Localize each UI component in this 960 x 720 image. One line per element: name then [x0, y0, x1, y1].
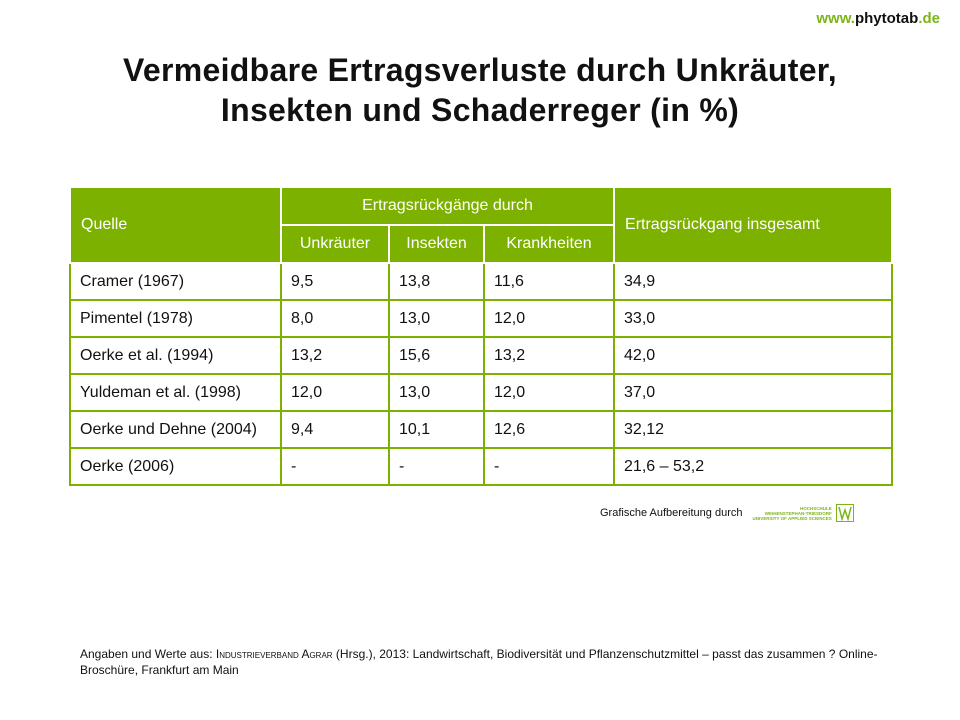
cell-total: 21,6 – 53,2: [613, 447, 894, 486]
cell-weeds: 9,5: [280, 262, 390, 301]
cell-diseases: 12,0: [482, 373, 616, 412]
cell-insects: 10,1: [388, 410, 485, 449]
cell-total: 37,0: [613, 373, 894, 412]
title-line-2: Insekten und Schaderreger (in %): [220, 92, 740, 128]
cell-diseases: -: [482, 447, 616, 486]
credit-text: Grafische Aufbereitung durch: [600, 507, 743, 519]
cell-source: Cramer (1967): [69, 262, 282, 301]
cell-source: Yuldeman et al. (1998): [69, 373, 282, 412]
cell-source: Oerke (2006): [69, 447, 282, 486]
site-url-name: phytotab: [854, 10, 919, 27]
cell-diseases: 11,6: [482, 262, 616, 301]
cell-weeds: 13,2: [280, 336, 390, 375]
header-insects: Insekten: [388, 224, 485, 264]
header-weeds: Unkräuter: [280, 224, 390, 264]
title-line-1: Vermeidbare Ertragsverluste durch Unkräu…: [123, 52, 837, 88]
footnote-prefix: Angaben und Werte aus:: [80, 647, 216, 661]
source-footnote: Angaben und Werte aus: Industrieverband …: [80, 646, 900, 678]
site-url-suffix: .de: [918, 10, 940, 27]
cell-weeds: 12,0: [280, 373, 390, 412]
cell-total: 33,0: [613, 299, 894, 338]
university-logo: HOCHSCHULE WEIHENSTEPHAN-TRIESDORF UNIVE…: [752, 504, 854, 522]
header-source: Quelle: [69, 186, 282, 264]
logo-line-2: WEIHENSTEPHAN-TRIESDORF: [764, 510, 832, 516]
header-total: Ertragsrückgang insgesamt: [613, 186, 894, 264]
site-url-prefix: www.: [816, 10, 855, 27]
table-subheader-row: Unkräuter Insekten Krankheiten: [70, 224, 892, 264]
table-header-row: Quelle Ertragsrückgänge durch Ertragsrüc…: [69, 186, 894, 264]
table-row: Oerke (2006) - - - 21,6 – 53,2: [69, 447, 894, 486]
cell-total: 34,9: [613, 262, 894, 301]
cell-source: Oerke et al. (1994): [69, 336, 282, 375]
table-row: Yuldeman et al. (1998) 12,0 13,0 12,0 37…: [69, 373, 894, 412]
cell-insects: -: [388, 447, 485, 486]
header-group: Ertragsrückgänge durch: [279, 186, 616, 226]
cell-weeds: -: [280, 447, 390, 486]
cell-insects: 13,0: [388, 373, 485, 412]
table-row: Oerke und Dehne (2004) 9,4 10,1 12,6 32,…: [69, 410, 894, 449]
university-logo-text: HOCHSCHULE WEIHENSTEPHAN-TRIESDORF UNIVE…: [752, 506, 831, 521]
cell-diseases: 13,2: [482, 336, 616, 375]
cell-total: 32,12: [613, 410, 894, 449]
site-url: www.phytotab.de: [816, 10, 940, 27]
cell-diseases: 12,6: [482, 410, 616, 449]
cell-weeds: 8,0: [280, 299, 390, 338]
yield-loss-table: Quelle Ertragsrückgänge durch Ertragsrüc…: [69, 186, 894, 486]
university-w-icon: [835, 504, 854, 522]
table-row: Oerke et al. (1994) 13,2 15,6 13,2 42,0: [69, 336, 894, 375]
cell-source: Oerke und Dehne (2004): [69, 410, 282, 449]
logo-line-1: HOCHSCHULE: [799, 505, 832, 511]
footnote-rest: (Hrsg.), 2013: Landwirtschaft, Biodivers…: [80, 647, 878, 677]
cell-insects: 13,8: [388, 262, 485, 301]
cell-diseases: 12,0: [482, 299, 616, 338]
cell-weeds: 9,4: [280, 410, 390, 449]
logo-line-3: UNIVERSITY OF APPLIED SCIENCES: [752, 515, 832, 521]
cell-source: Pimentel (1978): [69, 299, 282, 338]
table-row: Cramer (1967) 9,5 13,8 11,6 34,9: [69, 262, 894, 301]
cell-insects: 13,0: [388, 299, 485, 338]
header-diseases: Krankheiten: [482, 224, 616, 264]
page-title: Vermeidbare Ertragsverluste durch Unkräu…: [0, 50, 960, 130]
cell-total: 42,0: [613, 336, 894, 375]
footnote-org: Industrieverband Agrar: [215, 647, 333, 661]
graphic-credit: Grafische Aufbereitung durch HOCHSCHULE …: [600, 504, 854, 522]
table-row: Pimentel (1978) 8,0 13,0 12,0 33,0: [69, 299, 894, 338]
cell-insects: 15,6: [388, 336, 485, 375]
